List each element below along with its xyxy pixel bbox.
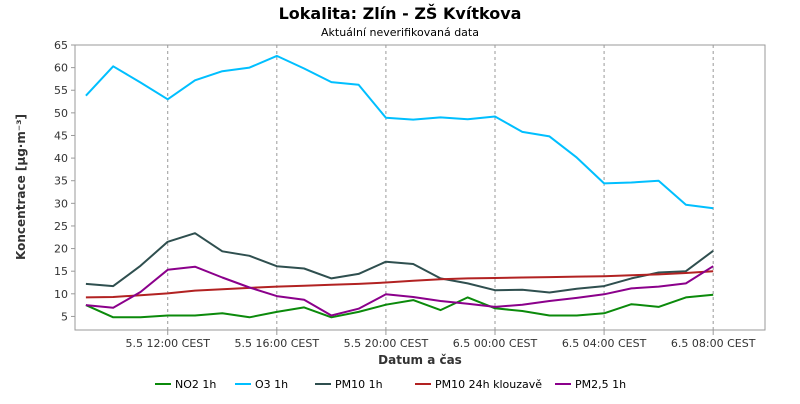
y-tick-label: 55 <box>54 84 68 97</box>
legend-item: O3 1h <box>235 378 288 391</box>
y-tick-label: 40 <box>54 152 68 165</box>
series-line-1 <box>85 293 714 319</box>
y-tick-label: 15 <box>54 265 68 278</box>
y-axis-title: Koncentrace [µg·m⁻³] <box>14 114 28 260</box>
chart-subtitle: Aktuální neverifikovaná data <box>321 26 479 39</box>
legend-label: PM10 1h <box>335 378 383 391</box>
series-line-3 <box>85 232 714 294</box>
plot-area <box>74 44 766 331</box>
y-tick-label: 30 <box>54 197 68 210</box>
y-tick-label: 50 <box>54 107 68 120</box>
x-axis-title: Datum a čas <box>378 353 462 367</box>
x-tick-label: 5.5 16:00 CEST <box>235 337 320 350</box>
x-tick-label: 5.5 20:00 CEST <box>344 337 429 350</box>
y-tick-label: 60 <box>54 62 68 75</box>
legend-label: PM10 24h klouzavě <box>435 378 542 391</box>
y-tick-label: 35 <box>54 175 68 188</box>
series-lines <box>85 54 714 319</box>
y-tick-label: 10 <box>54 288 68 301</box>
series-line-2 <box>85 54 714 210</box>
chart-title: Lokalita: Zlín - ZŠ Kvítkova <box>279 4 522 23</box>
legend-item: PM10 24h klouzavě <box>415 378 542 391</box>
y-tick-label: 65 <box>54 39 68 52</box>
x-tick-label: 5.5 12:00 CEST <box>125 337 210 350</box>
y-tick-label: 25 <box>54 220 68 233</box>
series-line-4 <box>85 270 714 299</box>
legend: NO2 1h O3 1h PM10 1h PM10 24h klouzavě PM2,5… <box>155 378 626 391</box>
x-tick-label: 6.5 08:00 CEST <box>671 337 756 350</box>
legend-item: NO2 1h <box>155 378 216 391</box>
legend-item: PM10 1h <box>315 378 383 391</box>
y-tick-label: 45 <box>54 129 68 142</box>
x-tick-label: 6.5 04:00 CEST <box>562 337 647 350</box>
legend-label: O3 1h <box>255 378 288 391</box>
x-tick-label: 6.5 00:00 CEST <box>453 337 538 350</box>
legend-label: PM2,5 1h <box>575 378 626 391</box>
axes: 5 10 15 20 25 30 35 40 45 50 55 60 65 5.5 12:00 CEST 5… <box>54 39 756 350</box>
legend-item: PM2,5 1h <box>555 378 626 391</box>
series-line-5 <box>85 265 714 317</box>
y-tick-label: 5 <box>61 310 68 323</box>
y-tick-label: 20 <box>54 243 68 256</box>
legend-label: NO2 1h <box>175 378 216 391</box>
